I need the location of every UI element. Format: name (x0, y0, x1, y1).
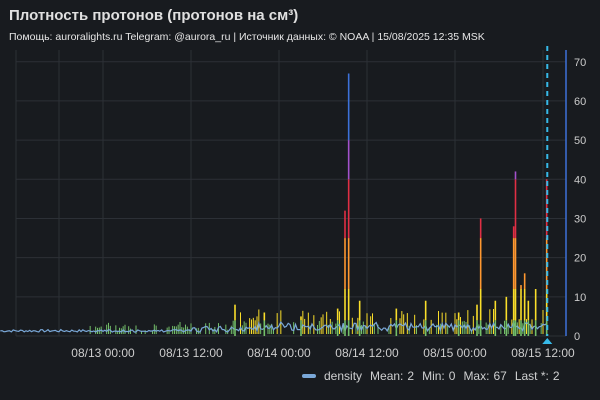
x-tick-label: 08/15 12:00 (511, 346, 575, 360)
x-tick-label: 08/14 12:00 (335, 346, 399, 360)
legend-min-label: Min: (422, 369, 445, 383)
x-tick-label: 08/13 00:00 (71, 346, 135, 360)
x-axis: 08/13 00:00 08/13 12:00 08/14 00:00 08/14 1… (71, 346, 575, 360)
density-series (0, 73, 548, 336)
legend-min-value: 0 (448, 369, 456, 383)
y-tick-label: 40 (574, 174, 586, 186)
density-line (0, 320, 548, 334)
now-triangle-icon (542, 338, 553, 344)
legend-series-name: density (324, 369, 363, 383)
y-axis: 0 10 20 30 40 50 60 70 (574, 57, 586, 343)
legend-max-label: Max: (463, 369, 490, 383)
legend[interactable]: density Mean: 2 Min: 0 Max: 67 Last *: 2 (302, 369, 560, 383)
y-tick-label: 0 (574, 331, 580, 343)
x-tick-label: 08/15 00:00 (423, 346, 487, 360)
x-tick-label: 08/14 00:00 (247, 346, 311, 360)
y-tick-label: 70 (574, 57, 586, 69)
x-tick-label: 08/13 12:00 (159, 346, 223, 360)
legend-mean-value: 2 (407, 369, 415, 383)
y-tick-label: 50 (574, 135, 586, 147)
legend-mean-label: Mean: (370, 369, 404, 383)
y-tick-label: 60 (574, 96, 586, 108)
y-tick-label: 10 (574, 292, 586, 304)
chart-title: Плотность протонов (протонов на см³) (9, 7, 299, 24)
y-tick-label: 20 (574, 253, 586, 265)
legend-last-label: Last *: (514, 369, 549, 383)
y-tick-label: 30 (574, 213, 586, 225)
legend-max-value: 67 (493, 369, 507, 383)
chart-subtitle: Помощь: auroralights.ru Telegram: @auror… (9, 31, 485, 43)
legend-swatch (302, 374, 316, 378)
now-marker (542, 46, 567, 344)
grid (15, 50, 566, 337)
legend-last-value: 2 (552, 369, 560, 383)
